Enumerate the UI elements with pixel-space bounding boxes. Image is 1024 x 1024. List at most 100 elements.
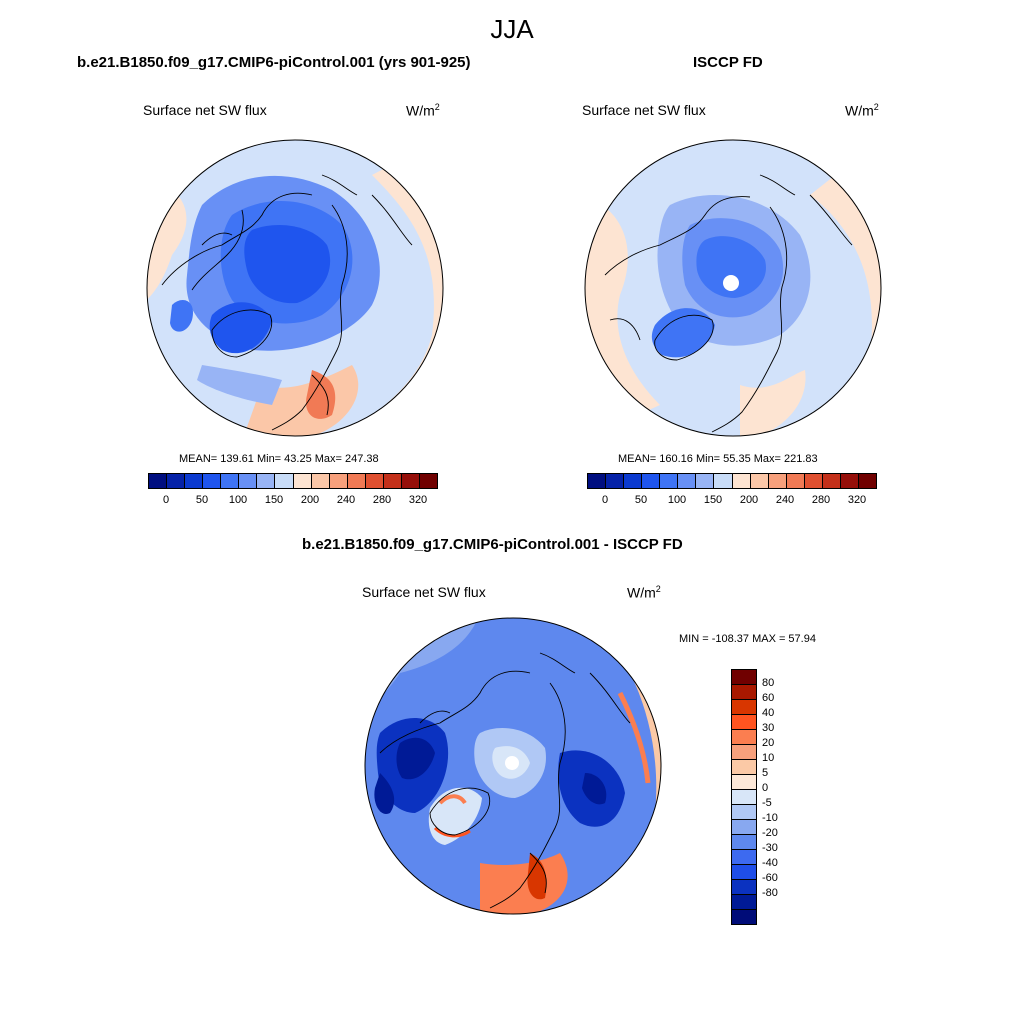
colorbar-swatch — [311, 474, 330, 488]
colorbar-tick-label: 80 — [762, 677, 775, 689]
colorbar-swatch — [714, 474, 733, 488]
colorbar-tick-label: 20 — [762, 737, 775, 749]
colorbar-swatch — [732, 790, 756, 805]
colorbar-tick-label: -5 — [762, 797, 772, 809]
colorbar-tick-label: 10 — [762, 752, 775, 764]
model-panel-title: b.e21.B1850.f09_g17.CMIP6-piControl.001 … — [77, 54, 471, 71]
colorbar-swatch — [732, 700, 756, 715]
diff-units-label: W/m2 — [627, 584, 661, 601]
colorbar-swatch — [732, 730, 756, 745]
colorbar-swatch — [732, 910, 756, 924]
colorbar-tick-label: 150 — [264, 494, 284, 506]
colorbar-swatch — [786, 474, 805, 488]
colorbar-swatch — [642, 474, 661, 488]
colorbar-tick-label: 50 — [195, 494, 209, 506]
colorbar-swatch — [732, 895, 756, 910]
colorbar-tick-label: 150 — [703, 494, 723, 506]
colorbar-swatch — [804, 474, 823, 488]
colorbar-tick-label: 320 — [408, 494, 428, 506]
colorbar-tick-label: 40 — [762, 707, 775, 719]
colorbar-tick-label: 50 — [634, 494, 648, 506]
colorbar-swatch — [275, 474, 294, 488]
diff-colorbar — [731, 669, 757, 925]
colorbar-swatch — [858, 474, 876, 488]
colorbar-tick-label: -20 — [762, 827, 778, 839]
colorbar-swatch — [678, 474, 697, 488]
colorbar-tick-label: 0 — [762, 782, 769, 794]
colorbar-swatch — [732, 745, 756, 760]
model-units-label: W/m2 — [406, 102, 440, 119]
colorbar-tick-label: -10 — [762, 812, 778, 824]
colorbar-swatch — [732, 820, 756, 835]
obs-units-label: W/m2 — [845, 102, 879, 119]
colorbar-swatch — [822, 474, 841, 488]
colorbar-tick-label: 200 — [739, 494, 759, 506]
colorbar-tick-label: 100 — [228, 494, 248, 506]
colorbar-swatch — [185, 474, 204, 488]
colorbar-swatch — [149, 474, 168, 488]
colorbar-swatch — [696, 474, 715, 488]
colorbar-swatch — [840, 474, 859, 488]
colorbar-tick-label: 5 — [762, 767, 769, 779]
diff-stats: MIN = -108.37 MAX = 57.94 — [679, 633, 816, 645]
colorbar-swatch — [732, 715, 756, 730]
colorbar-tick-label: 240 — [336, 494, 356, 506]
colorbar-swatch — [365, 474, 384, 488]
colorbar-swatch — [329, 474, 348, 488]
colorbar-tick-label: 100 — [667, 494, 687, 506]
colorbar-tick-label: 320 — [847, 494, 867, 506]
colorbar-swatch — [167, 474, 186, 488]
colorbar-swatch — [347, 474, 366, 488]
colorbar-swatch — [624, 474, 643, 488]
colorbar-swatch — [401, 474, 420, 488]
diff-variable-label: Surface net SW flux — [362, 584, 486, 600]
obs-stats: MEAN= 160.16 Min= 55.35 Max= 221.83 — [618, 453, 818, 465]
diff-polar-map — [364, 617, 662, 915]
model-colorbar — [148, 473, 438, 489]
colorbar-swatch — [732, 685, 756, 700]
colorbar-tick-label: 280 — [811, 494, 831, 506]
obs-colorbar-ticks: 0 50 100 150 200 240 280 320 — [587, 494, 875, 510]
colorbar-tick-label: 200 — [300, 494, 320, 506]
colorbar-swatch — [239, 474, 258, 488]
colorbar-swatch — [732, 670, 756, 685]
colorbar-swatch — [221, 474, 240, 488]
obs-variable-label: Surface net SW flux — [582, 102, 706, 118]
colorbar-tick-label: 0 — [601, 494, 609, 506]
colorbar-swatch — [768, 474, 787, 488]
diff-panel-title: b.e21.B1850.f09_g17.CMIP6-piControl.001 … — [302, 536, 683, 553]
colorbar-swatch — [732, 835, 756, 850]
colorbar-swatch — [732, 805, 756, 820]
colorbar-swatch — [203, 474, 222, 488]
colorbar-swatch — [606, 474, 625, 488]
model-colorbar-ticks: 0 50 100 150 200 240 280 320 — [148, 494, 436, 510]
colorbar-tick-label: 240 — [775, 494, 795, 506]
model-variable-label: Surface net SW flux — [143, 102, 267, 118]
colorbar-swatch — [732, 880, 756, 895]
figure-title: JJA — [490, 14, 534, 44]
model-polar-map — [146, 139, 444, 437]
colorbar-swatch — [660, 474, 679, 488]
colorbar-tick-label: -60 — [762, 872, 778, 884]
colorbar-tick-label: 30 — [762, 722, 775, 734]
colorbar-swatch — [293, 474, 312, 488]
colorbar-swatch — [732, 850, 756, 865]
colorbar-swatch — [732, 760, 756, 775]
colorbar-tick-label: -80 — [762, 887, 778, 899]
colorbar-swatch — [419, 474, 437, 488]
obs-polar-map — [584, 139, 882, 437]
colorbar-swatch — [383, 474, 402, 488]
colorbar-swatch — [732, 865, 756, 880]
model-stats: MEAN= 139.61 Min= 43.25 Max= 247.38 — [179, 453, 379, 465]
colorbar-tick-label: -30 — [762, 842, 778, 854]
colorbar-swatch — [750, 474, 769, 488]
colorbar-tick-label: 0 — [162, 494, 170, 506]
colorbar-swatch — [588, 474, 607, 488]
colorbar-swatch — [732, 474, 751, 488]
diff-colorbar-ticks: 80 60 40 30 20 10 5 0 -5 -10 -20 -30 -40 -60 -80 — [762, 669, 802, 911]
obs-colorbar — [587, 473, 877, 489]
colorbar-swatch — [257, 474, 276, 488]
colorbar-tick-label: 60 — [762, 692, 775, 704]
colorbar-tick-label: -40 — [762, 857, 778, 869]
colorbar-tick-label: 280 — [372, 494, 392, 506]
